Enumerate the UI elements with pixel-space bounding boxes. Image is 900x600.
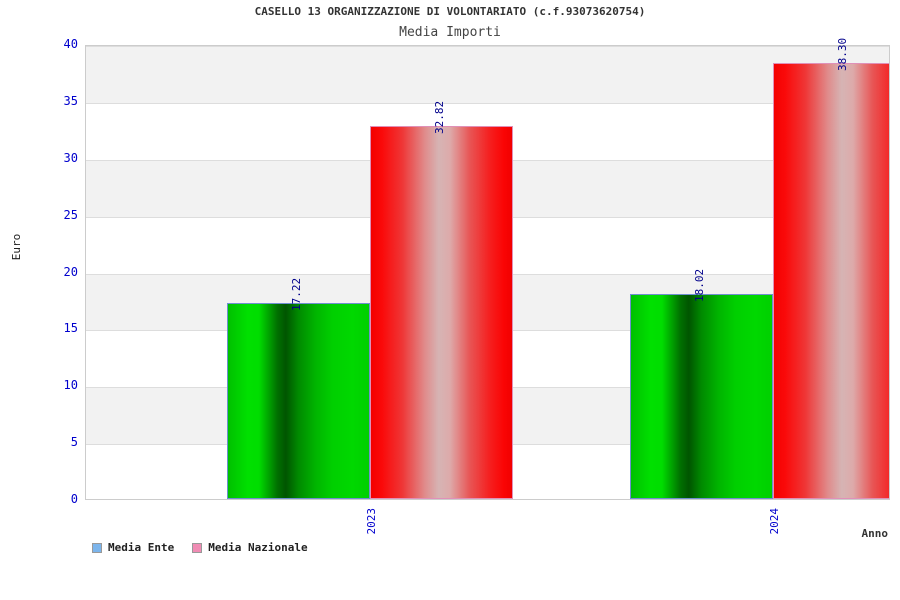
bar-media-nazionale-2023[interactable] [370, 125, 513, 499]
bar-media-nazionale-2024[interactable] [773, 63, 889, 499]
y-axis-tick-label: 5 [70, 435, 78, 450]
y-axis-tick-labels: 0 5 10 15 20 25 30 35 40 [0, 0, 78, 600]
y-axis-tick-label: 25 [63, 207, 78, 222]
legend-swatch-icon [192, 542, 203, 553]
plot-area [85, 45, 890, 500]
y-axis-tick-label: 30 [63, 150, 78, 165]
y-axis-tick-label: 0 [70, 492, 78, 506]
legend-item[interactable]: Media Nazionale [192, 541, 308, 554]
bar-value-label: 17.22 [289, 277, 303, 312]
y-axis-tick-label: 40 [63, 37, 78, 51]
gridline [86, 103, 889, 104]
y-axis-tick-label: 35 [63, 93, 78, 108]
plot-band [86, 46, 889, 103]
legend-swatch-icon [92, 542, 102, 553]
y-axis-tick-label: 10 [63, 378, 78, 393]
y-axis-title: Euro [10, 233, 23, 261]
legend-item[interactable]: Media Ente [92, 541, 174, 554]
bar-value-label: 18.02 [692, 268, 706, 303]
gridline [86, 46, 889, 47]
bar-media-ente-2024[interactable] [630, 294, 773, 499]
x-axis-title: Anno [861, 527, 889, 540]
bar-media-ente-2023[interactable] [227, 303, 370, 499]
chart-subtitle: Media Importi [399, 25, 501, 40]
chart-title: CASELLO 13 ORGANIZZAZIONE DI VOLONTARIAT… [254, 5, 646, 18]
bar-value-label: 38.30 [835, 38, 849, 72]
x-axis-tick-label: 2023 [365, 508, 378, 535]
legend-label: Media Ente [108, 541, 175, 554]
y-axis-tick-label: 15 [63, 321, 78, 336]
x-axis-tick-label: 2024 [768, 508, 781, 535]
legend-label: Media Nazionale [208, 541, 308, 554]
bar-value-label: 32.82 [432, 100, 446, 134]
chart-legend: Media Ente Media Nazionale [92, 541, 308, 554]
y-axis-tick-label: 20 [63, 264, 78, 279]
